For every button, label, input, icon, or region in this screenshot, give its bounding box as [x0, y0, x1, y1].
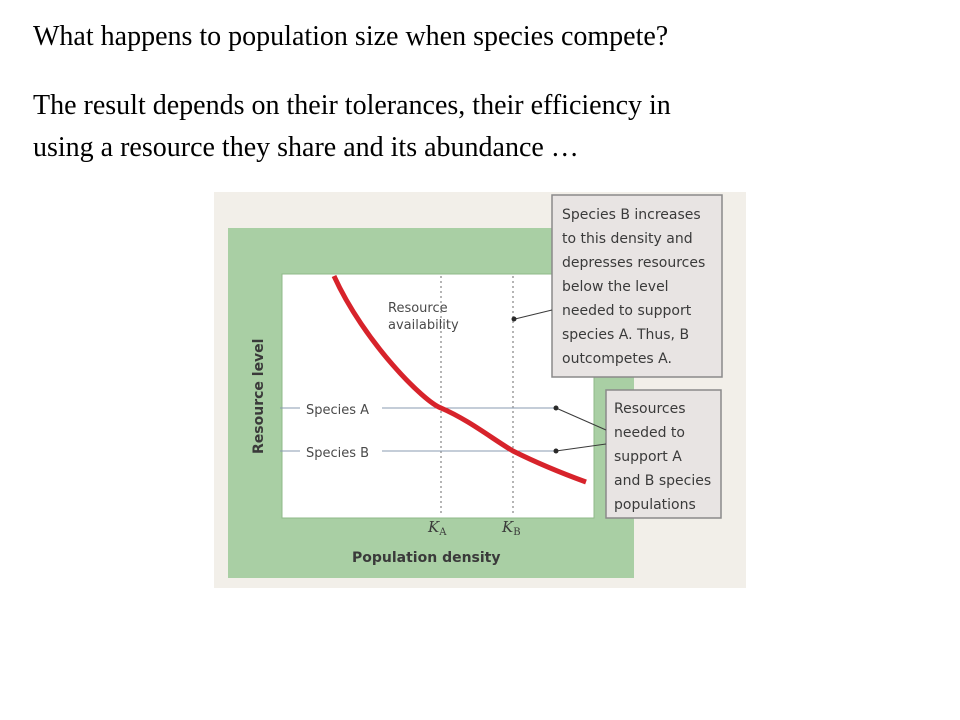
y-axis-label: Resource level: [251, 339, 267, 454]
callout-bottom-line-4: and B species: [614, 473, 711, 489]
callout-top-line-4: below the level: [562, 279, 669, 295]
paragraph-line-1: The result depends on their tolerances, …: [33, 90, 671, 121]
callout-top-line-3: depresses resources: [562, 255, 705, 271]
callout-bottom-leader-a: [555, 407, 607, 431]
resource-availability-curve: [331, 274, 587, 485]
diagram-svg: Species A Species B Resource availabilit…: [214, 192, 746, 588]
callout-bottom-line-2: needed to: [614, 425, 685, 441]
k-a-label: KA: [427, 518, 447, 538]
callout-top-line-7: outcompetes A.: [562, 351, 672, 367]
callout-bottom-leader-b: [555, 443, 607, 452]
callout-top-line-5: needed to support: [562, 303, 692, 319]
k-b-letter: K: [501, 518, 514, 536]
callout-top-leader: [514, 309, 553, 320]
callout-top-dot: [511, 316, 517, 322]
callout-top-line-1: Species B increases: [562, 207, 701, 223]
callout-top-line-6: species A. Thus, B: [562, 327, 689, 343]
callout-bottom-line-3: support A: [614, 449, 682, 465]
callout-bottom-dot-a: [553, 405, 559, 411]
callout-bottom-line-1: Resources: [614, 401, 686, 417]
callout-bottom-line-5: populations: [614, 497, 696, 513]
species-b-label: Species B: [306, 446, 369, 461]
callout-top-box: [551, 194, 723, 378]
callout-top-line-2: to this density and: [562, 231, 693, 247]
callout-bottom-dot-b: [553, 448, 559, 454]
k-b-subscript: B: [513, 527, 520, 538]
k-a-letter: K: [427, 518, 440, 536]
species-a-label: Species A: [306, 403, 369, 418]
callout-bottom-box: [605, 389, 722, 519]
curve-label-line-1: Resource: [388, 301, 448, 316]
paragraph-line-2: using a resource they share and its abun…: [33, 132, 579, 163]
question-heading: What happens to population size when spe…: [33, 21, 669, 52]
competition-diagram: Species A Species B Resource availabilit…: [214, 192, 746, 588]
x-axis-label: Population density: [352, 550, 501, 566]
k-b-label: KB: [501, 518, 521, 538]
plot-area: [281, 273, 595, 519]
curve-label-line-2: availability: [388, 318, 459, 333]
k-a-subscript: A: [438, 527, 447, 538]
